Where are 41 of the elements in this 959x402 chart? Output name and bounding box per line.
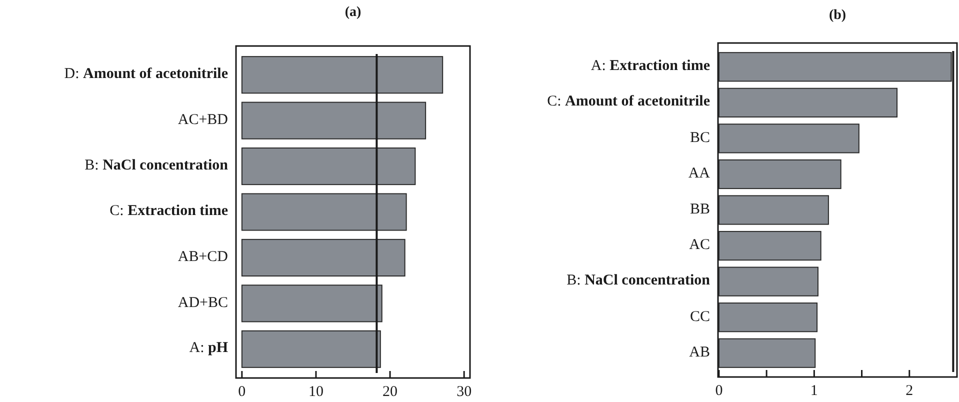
x-tick-label: 30: [456, 384, 472, 400]
y-tick-label: AA: [688, 166, 710, 182]
bar: [241, 148, 416, 186]
chart-title: (b): [828, 8, 846, 23]
y-tick-label: AC: [689, 237, 710, 254]
bar: [718, 230, 822, 261]
bar: [241, 102, 426, 140]
y-tick-label: C: Extraction time: [110, 203, 228, 220]
bar: [718, 52, 952, 82]
y-tick-label: B: NaCl concentration: [84, 158, 229, 174]
x-tick-label: 20: [382, 384, 398, 400]
y-tick-label: BC: [690, 130, 710, 146]
y-tick-label: D: Amount of acetonitrile: [64, 66, 228, 82]
y-tick-label: A: pH: [189, 340, 228, 357]
bar: [241, 56, 444, 94]
y-tick-label: BB: [690, 201, 710, 218]
y-tick-label: B: NaCl concentration: [566, 272, 711, 289]
x-tick-label: 2: [906, 383, 914, 399]
x-tick-label: 0: [715, 383, 723, 399]
x-tick-label: 0: [238, 384, 246, 400]
chart-title: (a): [344, 5, 362, 20]
bar: [718, 266, 818, 296]
bar: [241, 193, 407, 231]
bar: [718, 88, 898, 118]
y-tick-label: AB: [689, 344, 710, 361]
bar: [241, 330, 381, 368]
y-tick-label: A: Extraction time: [590, 58, 710, 74]
bar: [718, 195, 829, 225]
bar: [241, 284, 382, 322]
bar: [718, 338, 816, 368]
y-tick-label: AC+BD: [178, 112, 228, 128]
x-tick-label: 10: [308, 384, 324, 400]
bar: [718, 302, 818, 332]
y-tick-label: CC: [690, 308, 710, 325]
bar: [718, 159, 842, 190]
y-tick-label: AB+CD: [178, 249, 228, 266]
y-tick-label: C: Amount of acetonitrile: [547, 94, 710, 110]
x-tick-label: 1: [810, 383, 818, 399]
y-tick-label: AD+BC: [178, 294, 228, 311]
bar: [241, 238, 406, 276]
bar: [718, 124, 860, 154]
